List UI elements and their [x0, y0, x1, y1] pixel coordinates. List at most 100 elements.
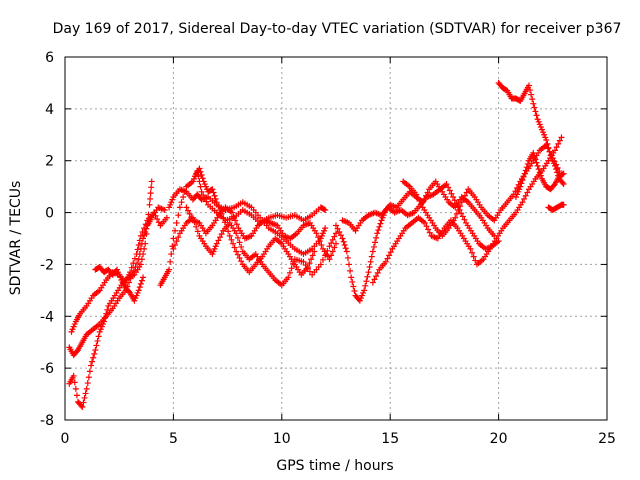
data-point: [545, 144, 552, 151]
data-point: [82, 390, 89, 397]
data-point: [170, 245, 177, 252]
data-point: [336, 229, 343, 236]
data-point: [414, 194, 421, 201]
data-point: [228, 236, 235, 243]
data-point: [469, 249, 476, 256]
data-point: [451, 197, 458, 204]
data-point: [341, 241, 348, 248]
series-trace-i: [192, 165, 318, 278]
data-point: [315, 234, 322, 241]
data-point: [127, 275, 134, 282]
data-point: [88, 362, 95, 369]
y-tick-label: 6: [45, 50, 54, 66]
axes: 0 5 10 15 20 25 -8 -6 -4 -2 0 2 4 6: [40, 50, 616, 447]
data-point: [328, 240, 335, 247]
data-point: [326, 256, 333, 263]
data-point: [147, 195, 154, 202]
data-point: [134, 246, 141, 253]
data-point: [366, 264, 373, 271]
data-point: [375, 227, 382, 234]
data-point: [234, 234, 241, 241]
data-point: [519, 199, 526, 206]
data-point: [138, 277, 145, 284]
data-point: [372, 239, 379, 246]
data-point: [363, 278, 370, 285]
data-point: [558, 134, 565, 141]
data-point: [453, 200, 460, 207]
data-point: [321, 206, 328, 213]
data-point: [461, 216, 468, 223]
data-point: [333, 240, 339, 247]
data-point: [452, 214, 459, 221]
data-point: [448, 190, 455, 197]
data-point: [349, 278, 356, 285]
data-point: [528, 91, 535, 98]
data-point: [373, 234, 380, 241]
series-trace-n: [495, 79, 567, 188]
data-point: [534, 162, 541, 169]
data-point: [217, 206, 224, 213]
data-point: [521, 195, 528, 202]
data-point: [197, 183, 204, 190]
data-point: [193, 223, 200, 230]
series-trace-h: [183, 204, 339, 263]
data-point: [551, 162, 558, 169]
data-point: [236, 254, 243, 261]
data-point: [522, 167, 529, 174]
data-point: [529, 96, 536, 103]
data-point: [173, 238, 180, 245]
data-point: [218, 230, 225, 237]
data-point: [125, 288, 132, 295]
data-point: [188, 214, 195, 221]
data-point: [215, 237, 222, 244]
data-point: [520, 173, 527, 180]
data-point: [531, 153, 538, 160]
data-point: [137, 280, 144, 287]
data-point: [311, 248, 318, 255]
data-point: [371, 276, 378, 283]
data-point: [550, 182, 557, 189]
data-point: [517, 183, 524, 190]
data-point: [348, 274, 355, 281]
x-tick-label: 20: [490, 431, 508, 447]
data-point: [522, 192, 529, 199]
data-point: [217, 234, 224, 241]
data-point: [81, 394, 88, 401]
data-point: [382, 258, 389, 265]
data-point: [132, 264, 139, 271]
data-point: [146, 201, 153, 208]
data-point: [238, 258, 245, 265]
data-point: [317, 261, 324, 268]
data-point: [170, 235, 177, 242]
data-point: [150, 209, 157, 216]
data-point: [199, 175, 206, 182]
data-point: [197, 168, 204, 175]
data-point: [72, 385, 79, 392]
data-point: [135, 241, 142, 248]
data-point: [313, 230, 320, 237]
data-point: [300, 258, 307, 265]
data-point: [418, 201, 425, 208]
data-point: [147, 190, 154, 197]
data-point: [176, 204, 183, 211]
data-point: [175, 212, 182, 219]
data-point: [543, 136, 550, 143]
data-point: [546, 148, 553, 155]
data-point: [461, 192, 468, 199]
series-trace-a: [66, 178, 155, 411]
data-point: [445, 184, 452, 191]
data-point: [326, 243, 333, 250]
data-point: [306, 268, 313, 275]
data-point: [127, 269, 134, 276]
x-axis-label: GPS time / hours: [276, 458, 393, 474]
data-point: [373, 273, 380, 280]
data-point: [226, 232, 233, 239]
data-point: [537, 172, 544, 179]
data-point: [185, 207, 192, 214]
data-point: [130, 267, 137, 274]
data-point: [196, 165, 203, 172]
data-point: [230, 213, 237, 220]
data-point: [180, 194, 187, 201]
data-point: [232, 217, 239, 224]
